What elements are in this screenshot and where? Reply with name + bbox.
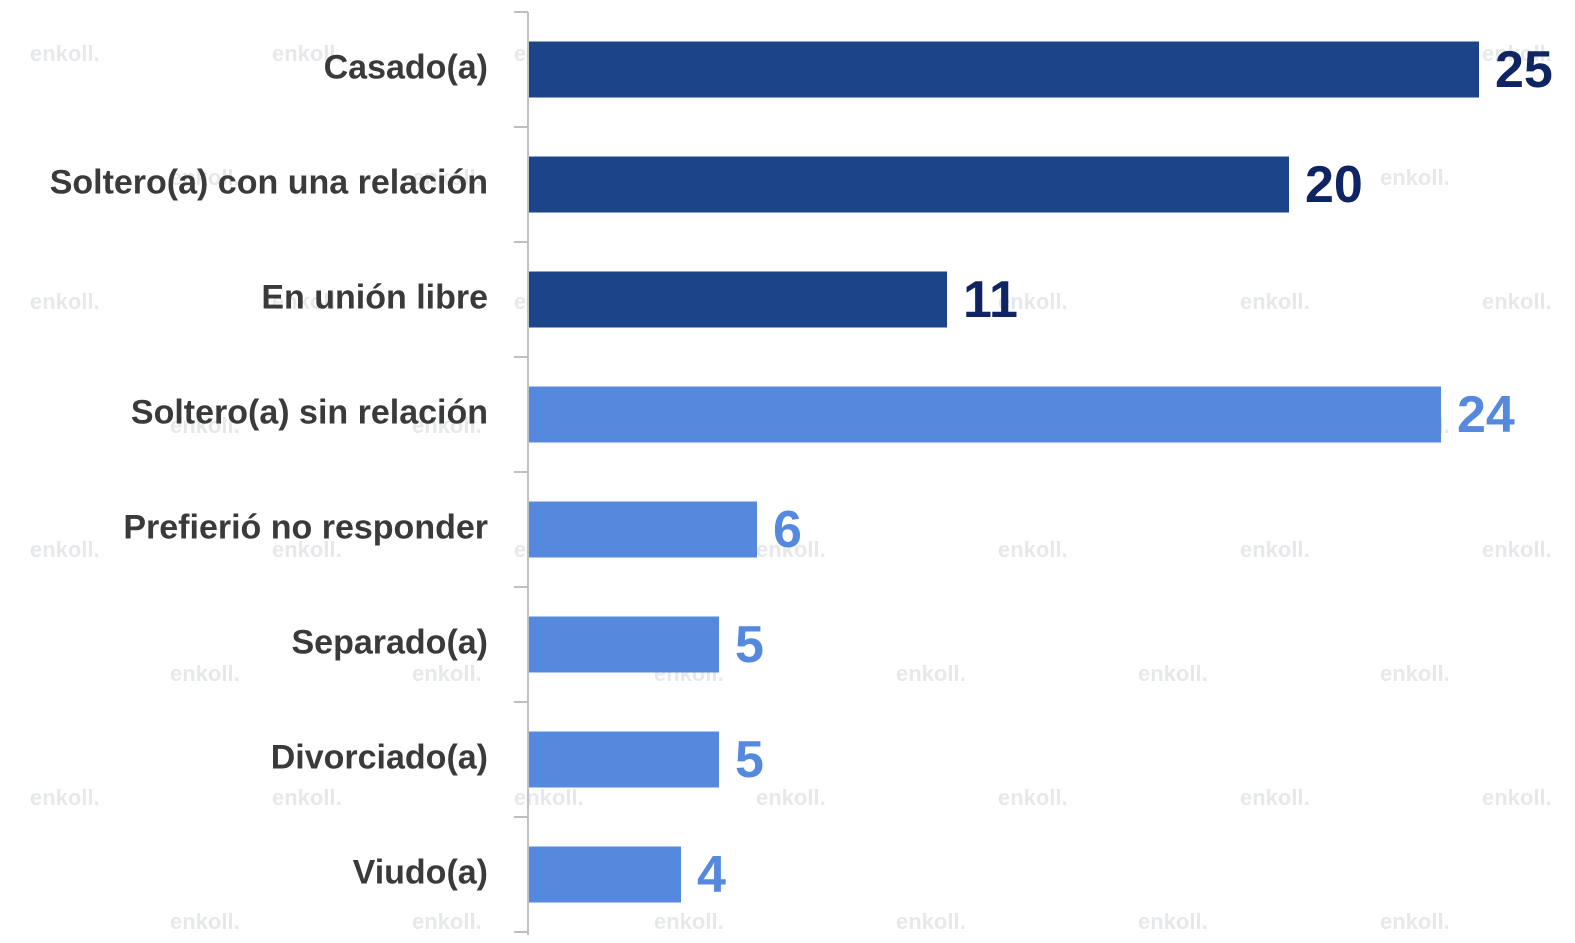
value-label: 20 (1305, 156, 1363, 214)
bar (529, 616, 719, 673)
bar (529, 41, 1479, 98)
watermark: enkoll. (896, 909, 966, 934)
watermark: enkoll. (1138, 661, 1208, 686)
watermark: enkoll. (1482, 289, 1552, 314)
watermark: enkoll. (998, 537, 1068, 562)
value-label: 4 (697, 846, 726, 904)
category-label: Casado(a) (324, 48, 488, 86)
watermark: enkoll. (170, 413, 240, 438)
watermark: enkoll. (1240, 289, 1310, 314)
category-label: Separado(a) (292, 623, 489, 661)
value-label: 5 (735, 731, 764, 789)
watermark: enkoll. (412, 413, 482, 438)
category-label: Viudo(a) (353, 853, 488, 891)
value-label: 24 (1457, 386, 1515, 444)
watermark: enkoll. (1380, 661, 1450, 686)
category-label: En unión libre (261, 278, 488, 316)
watermark: enkoll. (1380, 165, 1450, 190)
watermark: enkoll. (514, 785, 584, 810)
watermark: enkoll. (170, 165, 240, 190)
bar (529, 271, 947, 328)
watermark: enkoll. (412, 661, 482, 686)
watermark: enkoll. (1380, 909, 1450, 934)
watermark: enkoll. (272, 785, 342, 810)
watermark: enkoll. (412, 909, 482, 934)
watermark: enkoll. (1482, 41, 1552, 66)
watermark: enkoll. (272, 537, 342, 562)
bar (529, 501, 757, 558)
watermark: enkoll. (272, 289, 342, 314)
category-label: Prefierió no responder (123, 508, 488, 546)
watermark: enkoll. (30, 537, 100, 562)
watermark: enkoll. (170, 909, 240, 934)
category-label: Soltero(a) sin relación (131, 393, 488, 431)
value-label: 11 (963, 271, 1018, 329)
watermark: enkoll. (998, 289, 1068, 314)
value-label: 25 (1495, 41, 1553, 99)
watermark: enkoll. (272, 41, 342, 66)
watermark: enkoll. (1482, 785, 1552, 810)
watermark: enkoll. (654, 909, 724, 934)
value-label: 6 (773, 501, 802, 559)
watermark: enkoll. (412, 165, 482, 190)
bar (529, 731, 719, 788)
watermark: enkoll. (896, 661, 966, 686)
watermark: enkoll. (1240, 785, 1310, 810)
watermark: enkoll. (756, 785, 826, 810)
watermark: enkoll. (1240, 537, 1310, 562)
watermark: enkoll. (1138, 909, 1208, 934)
watermark: enkoll. (756, 537, 826, 562)
value-label: 5 (735, 616, 764, 674)
bar (529, 386, 1441, 443)
watermark: enkoll. (998, 785, 1068, 810)
watermark: enkoll. (30, 41, 100, 66)
bar (529, 156, 1289, 213)
category-label: Soltero(a) con una relación (50, 163, 488, 201)
watermark: enkoll. (1482, 537, 1552, 562)
bar (529, 846, 681, 903)
watermark: enkoll. (30, 785, 100, 810)
category-label: Divorciado(a) (271, 738, 488, 776)
watermark: enkoll. (30, 289, 100, 314)
watermark: enkoll. (170, 661, 240, 686)
